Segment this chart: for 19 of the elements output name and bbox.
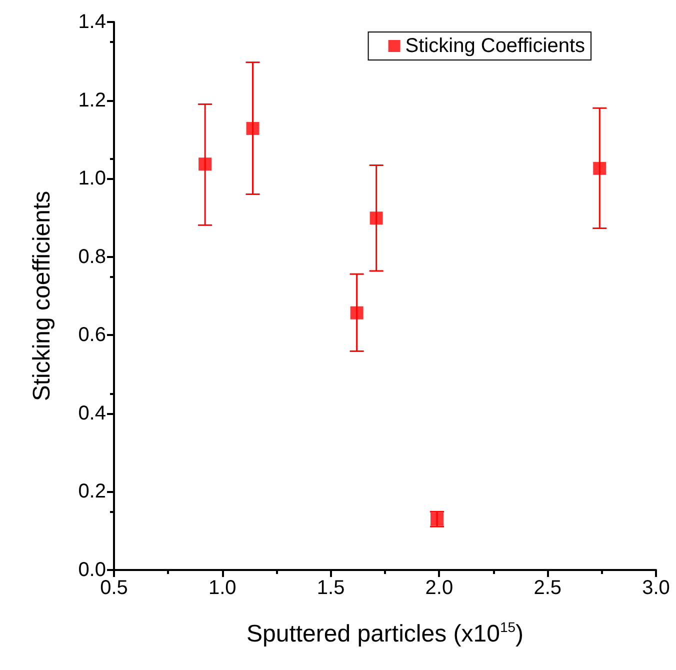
y-axis-title: Sticking coefficients — [28, 190, 56, 402]
x-tick-label: 2.0 — [425, 577, 454, 599]
y-tick-label: 0.2 — [78, 480, 106, 503]
x-tick-label: 3.0 — [642, 577, 670, 599]
y-tick-label: 0.8 — [78, 246, 106, 268]
x-tick-label: 1.5 — [316, 577, 345, 599]
point — [198, 158, 212, 171]
point — [593, 162, 606, 175]
y-tick-label: 1.4 — [78, 11, 106, 33]
y-tick-label: 1.0 — [78, 168, 106, 190]
point — [350, 306, 364, 320]
x-tick-label: 1.0 — [208, 577, 236, 599]
point — [246, 122, 260, 135]
y-tick-label: 1.2 — [78, 89, 106, 112]
point — [370, 212, 383, 225]
legend-label: Sticking Coefficients — [405, 35, 585, 57]
y-tick-label: 0.6 — [78, 324, 106, 346]
y-tick-label: 0.4 — [78, 402, 106, 424]
x-tick-label: 2.5 — [534, 577, 562, 599]
